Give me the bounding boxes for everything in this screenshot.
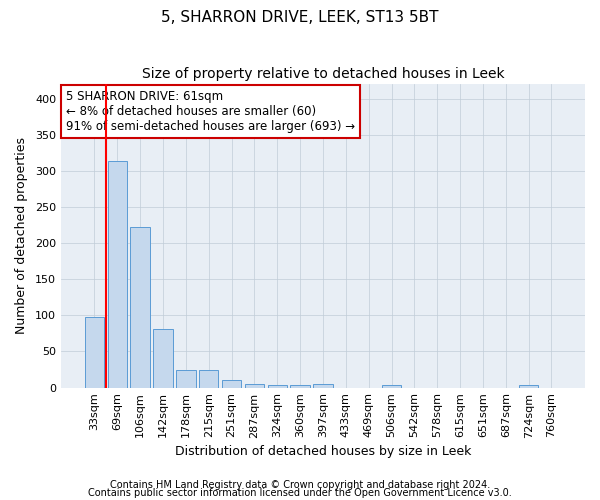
Bar	[519, 386, 538, 388]
Bar	[313, 384, 332, 388]
Bar	[382, 384, 401, 388]
Bar	[290, 384, 310, 388]
Y-axis label: Number of detached properties: Number of detached properties	[15, 138, 28, 334]
Bar	[107, 162, 127, 388]
Text: 5, SHARRON DRIVE, LEEK, ST13 5BT: 5, SHARRON DRIVE, LEEK, ST13 5BT	[161, 10, 439, 25]
Bar	[222, 380, 241, 388]
X-axis label: Distribution of detached houses by size in Leek: Distribution of detached houses by size …	[175, 444, 471, 458]
Bar	[176, 370, 196, 388]
Bar	[245, 384, 264, 388]
Text: 5 SHARRON DRIVE: 61sqm
← 8% of detached houses are smaller (60)
91% of semi-deta: 5 SHARRON DRIVE: 61sqm ← 8% of detached …	[66, 90, 355, 133]
Text: Contains public sector information licensed under the Open Government Licence v3: Contains public sector information licen…	[88, 488, 512, 498]
Bar	[85, 318, 104, 388]
Bar	[199, 370, 218, 388]
Text: Contains HM Land Registry data © Crown copyright and database right 2024.: Contains HM Land Registry data © Crown c…	[110, 480, 490, 490]
Bar	[130, 227, 150, 388]
Title: Size of property relative to detached houses in Leek: Size of property relative to detached ho…	[142, 68, 504, 82]
Bar	[268, 384, 287, 388]
Bar	[154, 329, 173, 388]
